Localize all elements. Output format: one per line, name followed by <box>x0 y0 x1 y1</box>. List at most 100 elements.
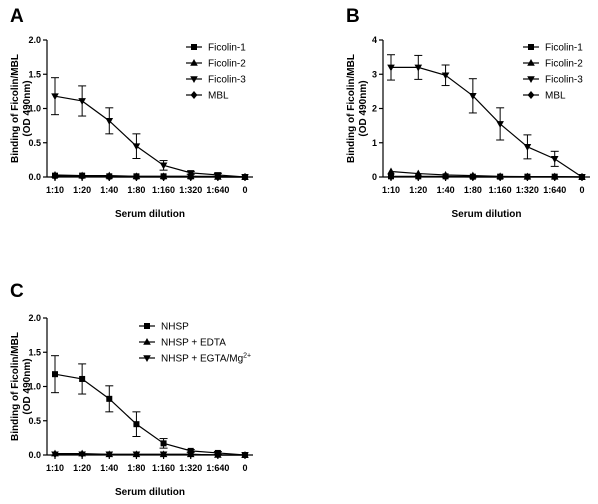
legend-item: MBL <box>523 91 566 102</box>
legend-item: Ficolin-3 <box>186 75 246 86</box>
panel-letter: C <box>10 281 24 302</box>
data-point <box>132 143 141 151</box>
y-tick-label: 0 <box>372 172 377 182</box>
x-tick-label: 1:320 <box>179 185 202 195</box>
y-tick-label: 4 <box>372 35 377 45</box>
legend-marker <box>527 76 535 83</box>
y-axis-title-unit: (OD 490nm) <box>22 80 33 136</box>
x-tick-label: 1:160 <box>152 463 175 473</box>
legend-label: NHSP + EGTA/Mg2+ <box>161 353 251 365</box>
series-line <box>391 66 583 178</box>
legend-item: Ficolin-2 <box>523 59 583 70</box>
chart-panel-c: C 0.0 0.5 1.0 1.5 2.0 1:10 1:20 1:40 1:80 1:160 1:3… <box>10 281 253 498</box>
data-point <box>52 371 58 378</box>
data-point <box>160 173 167 181</box>
series-line <box>55 453 245 456</box>
data-point <box>78 451 86 459</box>
x-tick-label: 1:20 <box>73 185 91 195</box>
data-point <box>414 64 423 72</box>
y-tick-label: 1.0 <box>28 382 41 392</box>
legend-label: Ficolin-2 <box>545 59 583 70</box>
y-axis-title: Binding of Ficolin/MBL <box>346 54 357 163</box>
data-point <box>524 173 531 181</box>
legend-label: NHSP + EDTA <box>161 338 226 349</box>
chart-panel-a: A 0.0 0.5 1.0 1.5 2.0 1:10 1:20 1:40 1:80 1:160 1:3… <box>10 6 253 220</box>
data-point <box>214 452 222 459</box>
panel-letter: B <box>346 6 360 27</box>
data-point <box>133 421 140 428</box>
series-mbl <box>51 172 249 181</box>
data-point <box>106 395 113 402</box>
series-line <box>54 373 246 456</box>
legend-item: NHSP + EDTA <box>139 338 226 349</box>
x-axis-title: Serum dilution <box>115 209 185 220</box>
y-tick-label: 0.5 <box>28 416 41 426</box>
y-tick-label: 1 <box>372 138 377 148</box>
data-point <box>442 172 449 181</box>
y-tick-label: 0.0 <box>28 172 41 182</box>
y-tick-label: 2.0 <box>28 35 41 45</box>
legend-marker <box>528 44 534 50</box>
data-point <box>441 72 450 80</box>
x-tick-label: 0 <box>579 185 584 195</box>
x-axis-title: Serum dilution <box>115 487 185 498</box>
x-tick-label: 1:20 <box>409 185 427 195</box>
legend-label: Ficolin-1 <box>545 43 583 54</box>
y-tick-label: 3 <box>372 69 377 79</box>
legend-marker <box>144 323 150 329</box>
data-point <box>105 118 114 125</box>
y-tick-label: 1.5 <box>28 69 41 79</box>
x-tick-label: 1:80 <box>464 185 482 195</box>
legend-label: Ficolin-3 <box>545 75 583 86</box>
data-point <box>578 173 586 181</box>
y-tick-label: 2.0 <box>28 313 41 323</box>
x-tick-label: 1:40 <box>100 185 118 195</box>
data-point <box>523 144 532 151</box>
data-point <box>469 93 477 100</box>
legend-marker <box>143 355 151 362</box>
x-tick-label: 1:10 <box>46 185 64 195</box>
x-tick-label: 1:10 <box>382 185 400 195</box>
data-point <box>469 173 477 181</box>
series-line <box>54 95 246 178</box>
series-nhsp <box>51 355 248 458</box>
y-tick-label: 1.5 <box>28 347 41 357</box>
legend-item: Ficolin-3 <box>523 75 583 86</box>
data-point <box>214 173 222 181</box>
legend-marker <box>527 59 535 66</box>
x-tick-label: 1:320 <box>516 185 539 195</box>
legend-label-superscript: 2+ <box>243 353 251 360</box>
legend-item: NHSP + EGTA/Mg2+ <box>139 353 251 365</box>
panel-letter: A <box>10 6 24 27</box>
data-point <box>51 172 59 181</box>
series-line <box>55 175 245 178</box>
x-tick-label: 1:40 <box>437 185 455 195</box>
x-tick-label: 1:80 <box>127 463 145 473</box>
data-point <box>160 440 167 447</box>
legend-marker <box>190 76 198 83</box>
y-axis-title-unit: (OD 490nm) <box>22 358 33 414</box>
legend-marker <box>191 44 197 50</box>
legend-label: MBL <box>545 91 566 102</box>
legend-label: NHSP <box>161 322 189 333</box>
data-point <box>241 452 249 459</box>
legend-item: Ficolin-1 <box>523 43 583 54</box>
data-point <box>551 173 559 181</box>
data-point <box>105 173 113 181</box>
legend-label: Ficolin-3 <box>208 75 246 86</box>
x-tick-label: 1:640 <box>206 463 229 473</box>
data-point <box>78 172 86 181</box>
data-point <box>132 451 141 459</box>
x-tick-label: 1:320 <box>179 463 202 473</box>
y-tick-label: 2 <box>372 104 377 114</box>
data-point <box>159 451 168 459</box>
y-axis-title-unit: (OD 490nm) <box>358 80 369 136</box>
x-tick-label: 0 <box>242 463 247 473</box>
data-point <box>187 173 195 181</box>
legend-item: Ficolin-2 <box>186 59 246 70</box>
data-point <box>387 172 395 181</box>
legend-marker <box>190 91 198 99</box>
legend-label: Ficolin-1 <box>208 43 246 54</box>
legend-marker <box>527 91 535 99</box>
